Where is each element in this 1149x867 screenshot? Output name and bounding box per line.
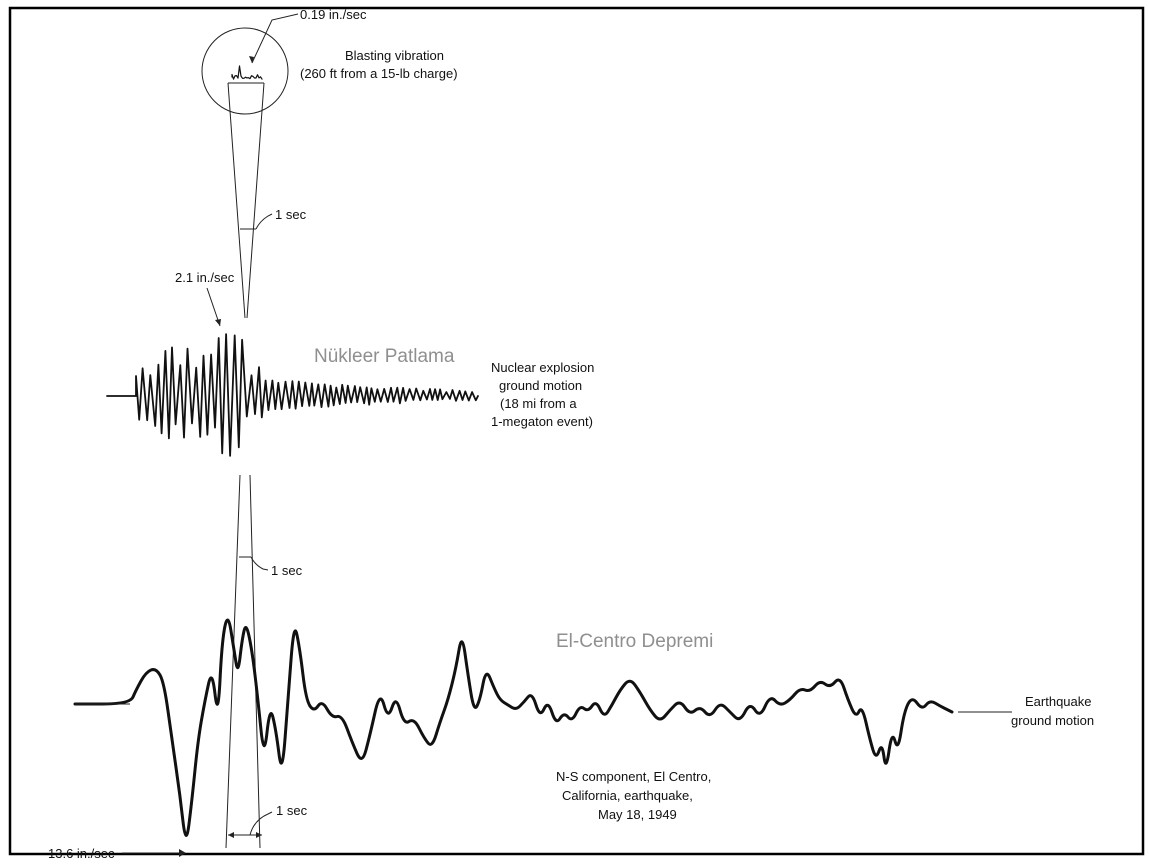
nuke-timescale-leader: [250, 556, 269, 571]
blast-label-line1: Blasting vibration: [345, 48, 444, 63]
zoom-cone2-right: [249, 474, 261, 849]
quake-timescale-label: 1 sec: [276, 803, 308, 818]
quake-note-line2: California, earthquake,: [562, 788, 693, 803]
blast-peak-label: 0.19 in./sec: [300, 7, 367, 22]
zoom-cone-right: [246, 82, 265, 319]
quake-timescale-arrow-left: [228, 832, 234, 838]
blasting-inset: 0.19 in./sec Blasting vibration (260 ft …: [201, 7, 458, 319]
blast-label-line2: (260 ft from a 15-lb charge): [300, 66, 458, 81]
quake-timescale-leader: [249, 811, 273, 836]
blast-timescale-label: 1 sec: [275, 207, 307, 222]
blast-peak-arrowhead: [249, 56, 254, 63]
blasting-trace: [231, 65, 263, 80]
nuke-label-line4: 1-megaton event): [491, 414, 593, 429]
quake-title: El-Centro Depremi: [556, 631, 713, 652]
earthquake-trace: [73, 618, 954, 837]
nuke-label-line2: ground motion: [499, 378, 582, 393]
quake-note-line1: N-S component, El Centro,: [556, 769, 711, 784]
nuclear-trace: [106, 333, 479, 457]
blast-peak-leader: [251, 13, 299, 64]
nuke-timescale-label: 1 sec: [271, 563, 303, 578]
quake-peak-arrowhead: [179, 849, 186, 857]
quake-peak-label: 13.6 in./sec: [48, 846, 115, 861]
zoom-cone2-left: [225, 474, 241, 849]
nuke-title: Nükleer Patlama: [314, 346, 455, 367]
magnifier-circle: [201, 27, 289, 115]
quake-timescale-arrow-right: [256, 832, 262, 838]
zoom-cone-left: [227, 82, 246, 319]
nuclear-section: 2.1 in./sec Nükleer Patlama Nuclear expl…: [106, 270, 594, 849]
nuke-label-line3: (18 mi from a: [500, 396, 577, 411]
quake-label-line1: Earthquake: [1025, 694, 1092, 709]
nuke-label-line1: Nuclear explosion: [491, 360, 594, 375]
quake-label-line2: ground motion: [1011, 713, 1094, 728]
nuke-peak-arrowhead: [215, 319, 221, 326]
earthquake-section: El-Centro Depremi Earthquake ground moti…: [48, 618, 1094, 861]
figure-frame: [8, 6, 1145, 856]
nuke-peak-label: 2.1 in./sec: [175, 270, 235, 285]
quake-note-line3: May 18, 1949: [598, 807, 677, 822]
blast-timescale-leader: [255, 213, 273, 230]
